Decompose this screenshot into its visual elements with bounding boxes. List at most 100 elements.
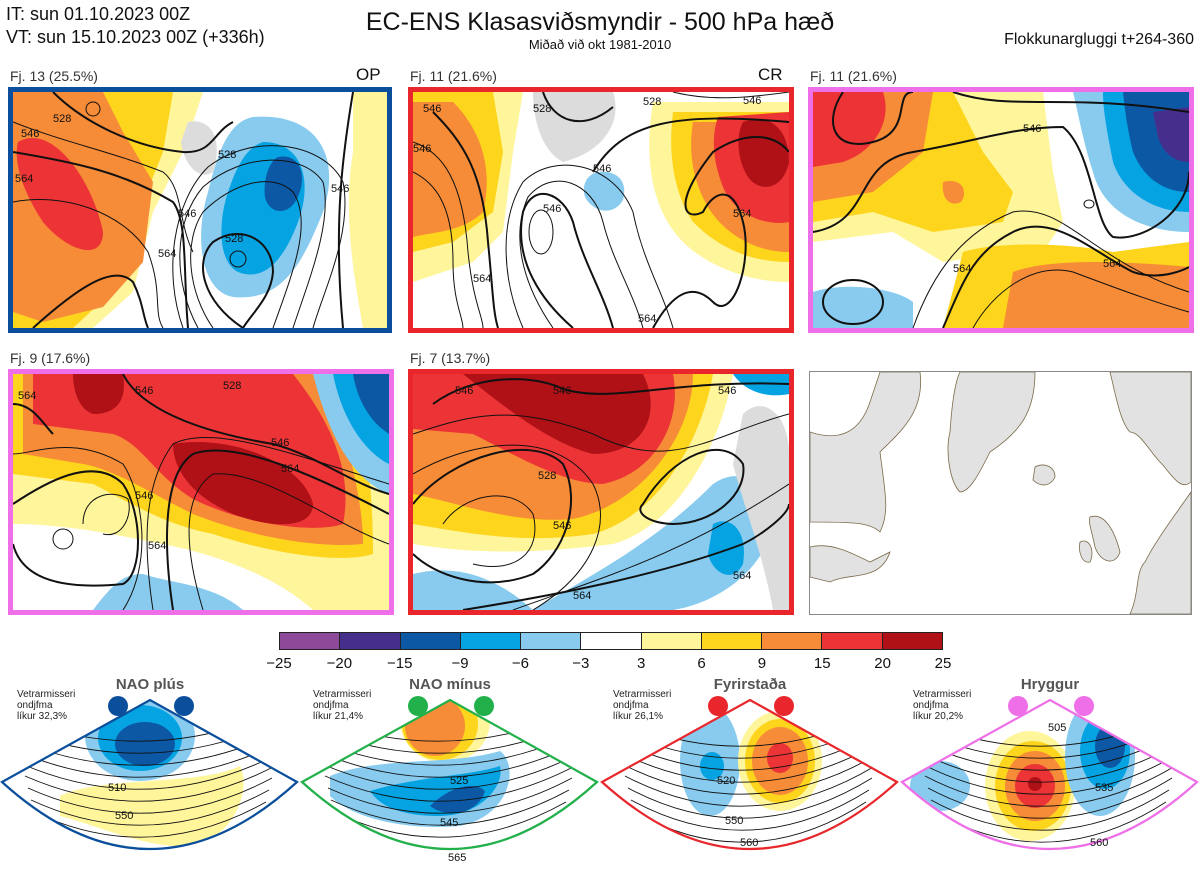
- colorbar-cell: [701, 633, 763, 649]
- contour-label: 546: [423, 103, 441, 115]
- regime-contour-label: 545: [440, 817, 458, 829]
- contour-label: 564: [15, 173, 33, 185]
- regime-contour-label: 520: [717, 775, 735, 787]
- colorbar-cell: [882, 633, 942, 649]
- regime-diagram: 510 550 NAO plús Vetrarmisseri ondjfma lí…: [0, 676, 300, 871]
- regime-diagram: 505 535 560 Hryggur Vetrarmisseri ondjfma …: [900, 676, 1200, 871]
- regime-probability: líkur 26,1%: [613, 711, 664, 722]
- anomaly-fill: [181, 121, 217, 175]
- colorbar-tick: −25: [266, 655, 292, 672]
- contour-label: 528: [225, 233, 243, 245]
- regime-outline: [300, 698, 599, 851]
- contour-label: 564: [18, 390, 36, 402]
- contour-label: 564: [733, 570, 751, 582]
- valid-time: VT: sun 15.10.2023 00Z (+336h): [6, 27, 265, 47]
- contour-label: 546: [593, 163, 611, 175]
- contour-label: 528: [538, 470, 556, 482]
- anomaly-fill: [348, 92, 387, 328]
- contour-label: 546: [21, 128, 39, 140]
- cluster-map-2: 546 528 546 564 546 528 546 564 546 564: [408, 87, 794, 333]
- base-map: [809, 371, 1192, 615]
- contour-label: 546: [178, 208, 196, 220]
- regime-season: Vetrarmisseri: [313, 689, 372, 700]
- regime-diagram: 525 545 565 NAO mínus Vetrarmisseri ondjfm…: [300, 676, 600, 871]
- colorbar-tick: −20: [326, 655, 353, 672]
- colorbar-tick: −6: [511, 655, 529, 672]
- colorbar-cell: [762, 633, 823, 649]
- panel-1-tag: OP: [356, 65, 381, 84]
- contour-label: 564: [733, 208, 751, 220]
- regime-name: NAO plús: [115, 676, 185, 693]
- colorbar-tick: 15: [813, 655, 831, 672]
- colorbar-cell: [521, 633, 582, 649]
- regime-marker: [408, 696, 428, 716]
- panel-3-label: Fj. 11 (21.6%): [810, 68, 897, 84]
- regime-contour-label: 510: [108, 782, 126, 794]
- contour-label: 546: [271, 437, 289, 449]
- contour-label: 528: [533, 103, 551, 115]
- colorbar-cell: [400, 633, 461, 649]
- panel-2-tag: CR: [758, 65, 783, 84]
- anomaly-fill: [264, 156, 302, 212]
- regime-marker: [1074, 696, 1094, 716]
- contour-label: 564: [573, 590, 591, 602]
- regime-contour-label: 550: [725, 815, 743, 827]
- regime-contour-label: 505: [1048, 722, 1066, 734]
- panel-2-label: Fj. 11 (21.6%): [410, 68, 497, 84]
- panel-4-label: Fj. 9 (17.6%): [10, 350, 91, 366]
- contour-label: 546: [1023, 123, 1041, 135]
- contour-label: 546: [553, 520, 571, 532]
- contour-label: 564: [1103, 258, 1121, 270]
- panel-5-label: Fj. 7 (13.7%): [410, 350, 491, 366]
- colorbar-tick: 25: [934, 655, 952, 672]
- contour-label: 564: [638, 313, 656, 325]
- regime-outline: [0, 698, 299, 851]
- regime-marker: [708, 696, 728, 716]
- contour-label: 546: [135, 490, 153, 502]
- regime-months: ondjfma: [613, 700, 649, 711]
- colorbar-cell: [280, 633, 341, 649]
- regime-season: Vetrarmisseri: [17, 689, 76, 700]
- contour-label: 528: [218, 149, 236, 161]
- regime-contour-label: 550: [115, 810, 133, 822]
- regime-outline: [600, 698, 899, 851]
- colorbar-tick: 20: [874, 655, 891, 672]
- contour-label: 546: [743, 95, 761, 107]
- cluster-window: Flokkunargluggi t+264-360: [1004, 31, 1194, 48]
- colorbar-cell: [340, 633, 401, 649]
- regime-contour-label: 535: [1095, 782, 1113, 794]
- cluster-map-3: 546 564 564: [808, 87, 1194, 333]
- regime-season: Vetrarmisseri: [913, 689, 972, 700]
- colorbar-tick: −9: [451, 655, 469, 672]
- regime-months: ondjfma: [313, 700, 349, 711]
- colorbar: [279, 632, 943, 650]
- regime-contour-label: 560: [740, 837, 758, 849]
- colorbar-tick: −15: [386, 655, 413, 672]
- page-title: EC-ENS Klasasviðsmyndir - 500 hPa hæð: [365, 8, 835, 36]
- contour-label: 528: [53, 113, 71, 125]
- regime-contour-label: 565: [448, 852, 466, 864]
- contour-label: 564: [953, 263, 971, 275]
- regime-outline: [900, 698, 1199, 851]
- colorbar-cell: [581, 633, 642, 649]
- contour-label: 564: [281, 463, 299, 475]
- colorbar-cell: [641, 633, 702, 649]
- contour-label: 546: [135, 385, 153, 397]
- contour-label: 564: [158, 248, 176, 260]
- regime-marker: [774, 696, 794, 716]
- colorbar-tick: −3: [572, 655, 590, 672]
- regime-months: ondjfma: [17, 700, 53, 711]
- regime-marker: [174, 696, 194, 716]
- regime-name: Fyrirstaða: [713, 676, 787, 693]
- regime-marker: [108, 696, 128, 716]
- regime-probability: líkur 32,3%: [17, 711, 68, 722]
- colorbar-tick: 9: [757, 655, 767, 672]
- regime-contour-label: 560: [1090, 837, 1108, 849]
- contour-label: 546: [413, 143, 431, 155]
- colorbar-cell: [822, 633, 883, 649]
- regime-name: Hryggur: [1020, 676, 1080, 693]
- regime-probability: líkur 20,2%: [913, 711, 964, 722]
- colorbar-tick: 3: [637, 655, 646, 672]
- contour-label: 546: [553, 385, 571, 397]
- contour-label: 546: [331, 183, 349, 195]
